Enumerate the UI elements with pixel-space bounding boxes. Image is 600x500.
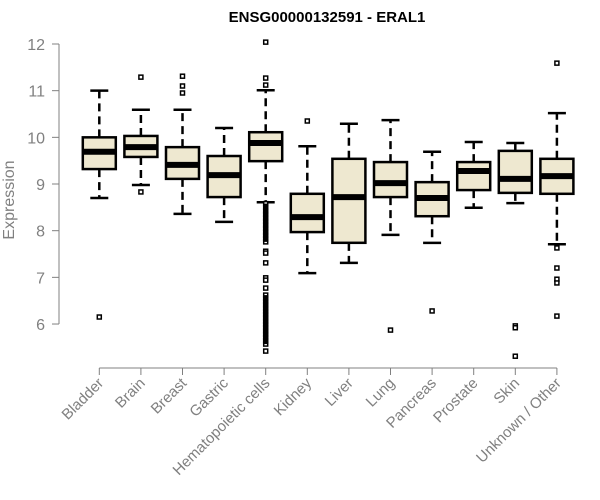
box-bladder xyxy=(81,89,118,320)
outlier-point xyxy=(262,285,269,291)
box-iqr xyxy=(247,130,284,163)
y-tick-label: 10 xyxy=(27,130,45,147)
outlier-point xyxy=(262,75,269,81)
x-tick-label: Bladder xyxy=(59,375,108,424)
outlier-point xyxy=(512,353,519,359)
outlier-point xyxy=(429,308,435,314)
chart-title: ENSG00000132591 - ERAL1 xyxy=(229,9,426,26)
y-tick-label: 9 xyxy=(36,177,45,194)
outlier-point xyxy=(262,82,269,88)
box-brain xyxy=(123,74,159,195)
outlier-point xyxy=(304,118,311,124)
x-tick-label: Kidney xyxy=(271,374,316,419)
box-iqr xyxy=(497,149,534,195)
x-tick-label: Brain xyxy=(112,375,149,412)
box-gastric xyxy=(206,126,242,224)
x-tick-label: Liver xyxy=(322,375,357,410)
outlier-point xyxy=(554,60,560,66)
outlier-point xyxy=(554,280,560,286)
y-tick-label: 8 xyxy=(36,224,45,241)
outlier-point xyxy=(262,39,269,45)
box-kidney xyxy=(289,118,326,275)
box-hematopoietic-cells xyxy=(247,39,284,354)
outlier-point xyxy=(179,83,186,89)
box-pancreas xyxy=(414,150,450,314)
box-iqr xyxy=(331,157,367,245)
outlier-point xyxy=(138,74,144,80)
outlier-point xyxy=(554,313,560,319)
outlier-point xyxy=(96,314,103,320)
box-prostate xyxy=(455,140,492,210)
outlier-point xyxy=(262,250,269,256)
x-tick-label: Prostate xyxy=(430,375,482,427)
box-unknown-other xyxy=(539,60,575,319)
outlier-cluster xyxy=(263,203,269,242)
y-axis: 6 7 8 9 10 11 12 xyxy=(27,37,60,334)
box-lung xyxy=(372,118,409,333)
x-tick-label: Skin xyxy=(490,375,523,408)
box-iqr xyxy=(372,160,409,199)
outlier-point xyxy=(512,325,519,331)
outlier-cluster xyxy=(263,295,269,345)
y-tick-label: 6 xyxy=(36,317,45,334)
outlier-point xyxy=(262,277,269,283)
outlier-point xyxy=(387,327,394,333)
outlier-point xyxy=(262,348,269,354)
outlier-point xyxy=(179,90,186,96)
y-tick-label: 12 xyxy=(27,37,45,54)
outlier-point xyxy=(554,265,560,271)
box-iqr xyxy=(289,192,326,234)
outlier-point xyxy=(262,260,269,266)
outlier-point xyxy=(179,73,186,79)
outlier-point xyxy=(138,189,144,195)
box-breast xyxy=(164,73,201,216)
box-skin xyxy=(497,141,534,359)
y-tick-label: 7 xyxy=(36,270,45,287)
box-liver xyxy=(331,122,367,265)
boxes xyxy=(81,39,575,359)
y-axis-label: Expression xyxy=(1,160,18,239)
x-tick-label: Breast xyxy=(148,374,191,417)
outlier-point xyxy=(554,245,560,251)
box-iqr xyxy=(455,160,492,192)
x-tick-label: Lung xyxy=(363,375,399,411)
y-tick-label: 11 xyxy=(28,84,45,101)
